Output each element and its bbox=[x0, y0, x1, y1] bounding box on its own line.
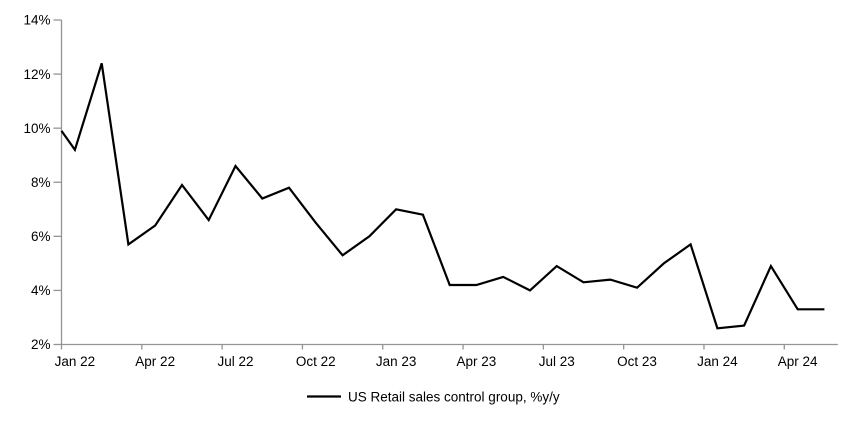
x-axis-tick-label: Apr 23 bbox=[457, 354, 497, 369]
series-group bbox=[60, 62, 825, 330]
x-axis-tick-label: Apr 22 bbox=[135, 354, 175, 369]
x-axis-tick-label: Oct 23 bbox=[617, 354, 657, 369]
legend: US Retail sales control group, %y/y bbox=[307, 390, 560, 405]
x-axis-tick-label: Jan 22 bbox=[55, 354, 96, 369]
x-axis-tick-label: Jul 23 bbox=[539, 354, 575, 369]
axes: 2% 4% 6% 8% 10% 12% 14% Jan 22 Apr 22 Jul 22 Oct 2… bbox=[23, 13, 838, 369]
x-axis-tick-label: Oct 22 bbox=[296, 354, 336, 369]
x-axis-tick-label: Apr 24 bbox=[778, 354, 818, 369]
legend-label: US Retail sales control group, %y/y bbox=[348, 390, 560, 405]
y-axis-tick-label: 14% bbox=[23, 13, 50, 28]
y-axis-tick-label: 8% bbox=[31, 175, 51, 190]
y-axis-tick-label: 6% bbox=[31, 229, 51, 244]
y-axis-tick-label: 12% bbox=[23, 67, 50, 82]
series-line-us-retail-sales-control-group bbox=[60, 62, 825, 330]
x-axis-tick-label: Jan 23 bbox=[376, 354, 417, 369]
x-axis-tick-label: Jul 22 bbox=[217, 354, 253, 369]
x-axis-tick-label: Jan 24 bbox=[697, 354, 738, 369]
y-axis-tick-label: 4% bbox=[31, 283, 51, 298]
y-axis-tick-label: 10% bbox=[23, 121, 50, 136]
y-axis-tick-label: 2% bbox=[31, 337, 51, 352]
